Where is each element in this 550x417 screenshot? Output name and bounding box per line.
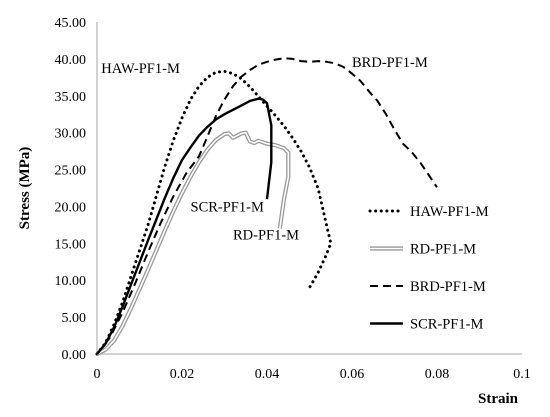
annotation-label: SCR-PF1-M — [191, 200, 264, 216]
y-tick-label: 45.00 — [55, 16, 87, 31]
y-tick-label: 20.00 — [55, 200, 87, 215]
y-tick-label: 5.00 — [62, 311, 87, 326]
x-axis-title: Strain — [478, 391, 519, 407]
y-tick-label: 40.00 — [55, 53, 87, 68]
annotation-label: BRD-PF1-M — [352, 55, 428, 71]
series-line-core-rd-pf1-m — [96, 131, 290, 355]
x-tick-label: 0 — [94, 367, 101, 382]
y-tick-label: 30.00 — [55, 127, 87, 142]
series-line-brd-pf1-m — [96, 57, 438, 355]
x-tick-label: 0.06 — [340, 367, 365, 382]
axes — [96, 22, 522, 355]
annotation-label: HAW-PF1-M — [101, 61, 180, 77]
legend-label: RD-PF1-M — [410, 242, 476, 258]
legend-label: BRD-PF1-M — [410, 279, 486, 295]
y-tick-label: 35.00 — [55, 90, 87, 105]
y-tick-label: 10.00 — [55, 274, 87, 289]
series-layer — [95, 57, 438, 356]
y-tick-label: 15.00 — [55, 237, 87, 252]
tick-labels: 0 0.02 0.04 0.06 0.08 0.1 0.00 5.00 10.00 15.00 20… — [55, 16, 531, 382]
annotation-layer: HAW-PF1-M BRD-PF1-M SCR-PF1-M RD-PF1-M — [101, 55, 428, 244]
x-tick-label: 0.02 — [170, 367, 195, 382]
y-tick-label: 0.00 — [62, 348, 87, 363]
annotation-label: RD-PF1-M — [233, 228, 299, 244]
y-axis-title: Stress (MPa) — [17, 147, 33, 230]
series-line-scr-pf1-m — [96, 97, 273, 355]
legend-label: SCR-PF1-M — [410, 317, 483, 333]
x-tick-label: 0.04 — [255, 367, 280, 382]
x-tick-label: 0.08 — [425, 367, 450, 382]
series-line-haw-pf1-m — [95, 69, 333, 356]
legend: HAW-PF1-M RD-PF1-M BRD-PF1-M SCR-PF1-M — [368, 204, 489, 333]
y-tick-label: 25.00 — [55, 164, 87, 179]
legend-label: HAW-PF1-M — [410, 204, 489, 220]
x-tick-label: 0.1 — [513, 367, 531, 382]
